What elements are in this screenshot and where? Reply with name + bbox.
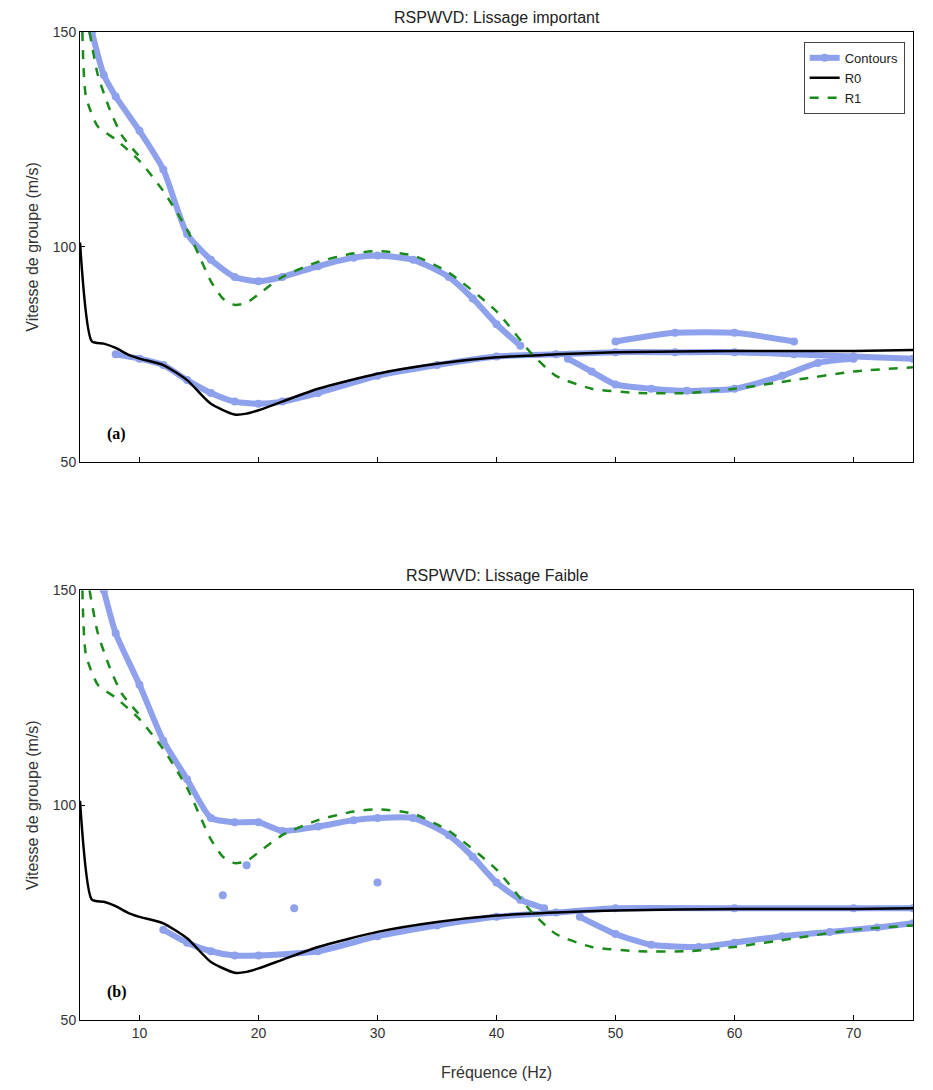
svg-text:Fréquence (Hz): Fréquence (Hz) (441, 1064, 552, 1081)
svg-text:100: 100 (53, 239, 77, 255)
svg-text:Contours: Contours (845, 51, 898, 66)
svg-text:R0: R0 (845, 71, 862, 86)
svg-text:Vitesse de groupe (m/s): Vitesse de groupe (m/s) (24, 162, 41, 332)
svg-text:(a): (a) (107, 425, 126, 443)
svg-text:RSPWVD: Lissage Faible: RSPWVD: Lissage Faible (406, 567, 588, 584)
svg-text:150: 150 (53, 24, 77, 40)
svg-text:40: 40 (489, 1025, 505, 1041)
svg-text:Vitesse de groupe (m/s): Vitesse de groupe (m/s) (24, 720, 41, 890)
svg-text:50: 50 (61, 1012, 77, 1028)
svg-text:100: 100 (53, 797, 77, 813)
svg-text:RSPWVD: Lissage important: RSPWVD: Lissage important (394, 9, 600, 26)
svg-text:(b): (b) (107, 983, 127, 1001)
svg-text:30: 30 (370, 1025, 386, 1041)
svg-text:20: 20 (251, 1025, 267, 1041)
svg-text:60: 60 (727, 1025, 743, 1041)
svg-text:70: 70 (846, 1025, 862, 1041)
svg-text:10: 10 (132, 1025, 148, 1041)
svg-text:150: 150 (53, 582, 77, 598)
svg-text:R1: R1 (845, 91, 862, 106)
svg-text:50: 50 (608, 1025, 624, 1041)
svg-text:50: 50 (61, 454, 77, 470)
